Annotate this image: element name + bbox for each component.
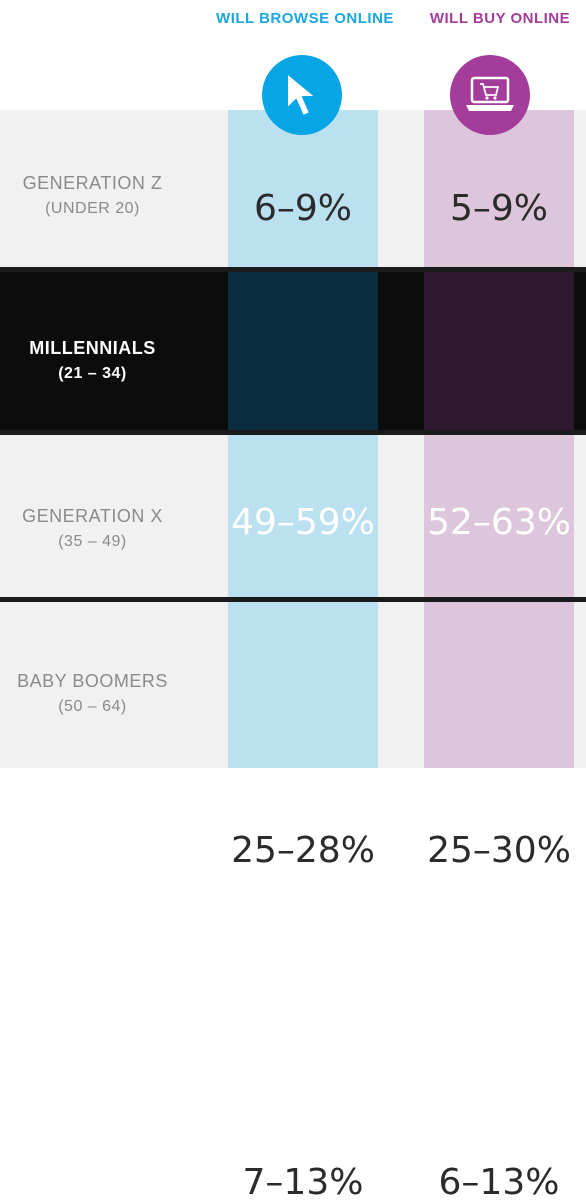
cursor-arrow-icon: [262, 55, 342, 135]
generation-name: BABY BOOMERS: [17, 671, 168, 691]
buy-value: 5–9%: [449, 188, 548, 229]
laptop-cart-icon: [450, 55, 530, 135]
browse-value: 49–59%: [231, 502, 375, 543]
generation-label: GENERATION X (35 – 49): [0, 503, 185, 555]
browse-column-band: [228, 110, 378, 768]
buy-column-band: [424, 110, 574, 768]
generation-label: MILLENNIALS (21 – 34): [0, 335, 185, 387]
generation-age-range: (35 – 49): [58, 533, 127, 550]
buy-value: 52–63%: [427, 502, 571, 543]
generation-age-range: (50 – 64): [58, 698, 127, 715]
buy-value: 25–30%: [427, 830, 571, 871]
buy-column-title: WILL BUY ONLINE: [429, 10, 571, 27]
buy-highlight-band: [424, 272, 574, 430]
browse-highlight-band: [228, 272, 378, 430]
generation-name: GENERATION X: [22, 506, 163, 526]
generation-name: GENERATION Z: [22, 173, 163, 193]
generation-label: GENERATION Z (UNDER 20): [0, 170, 185, 222]
browse-value: 25–28%: [231, 830, 375, 871]
row-divider: [0, 430, 586, 435]
browse-value: 7–13%: [242, 1162, 364, 1203]
generation-name: MILLENNIALS: [29, 338, 156, 358]
generation-age-range: (21 – 34): [58, 365, 127, 382]
buy-value: 6–13%: [438, 1162, 560, 1203]
generation-age-range: (UNDER 20): [45, 200, 140, 217]
generation-label: BABY BOOMERS (50 – 64): [0, 668, 185, 720]
browse-column-title: WILL BROWSE ONLINE: [216, 10, 394, 27]
browse-value: 6–9%: [253, 188, 352, 229]
row-divider: [0, 597, 586, 602]
row-divider: [0, 267, 586, 272]
